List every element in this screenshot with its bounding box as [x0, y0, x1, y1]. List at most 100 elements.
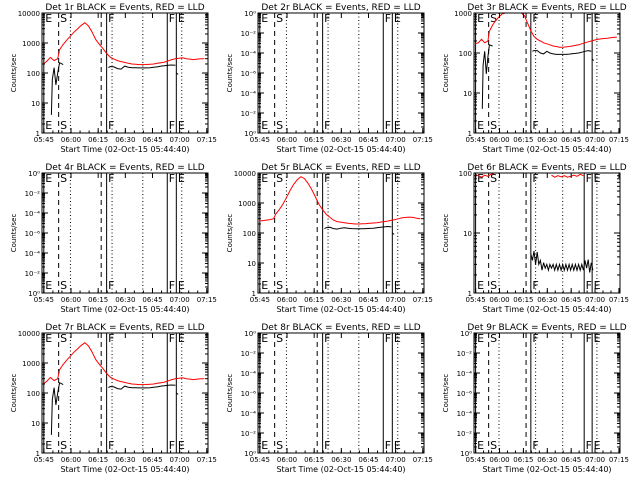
y-tick-label: 10⁻⁶ — [241, 390, 257, 398]
marker-label-bottom: F — [169, 119, 175, 132]
y-axis-label: Counts/sec — [10, 54, 18, 93]
x-axis-label: Start Time (02-Oct-15 05:44:40) — [482, 305, 611, 314]
panel: Det 6r BLACK = Events, RED = LLDEESSFFFF… — [442, 163, 629, 314]
x-tick-label: 05:45 — [34, 296, 54, 304]
y-tick-label: 10⁰ — [244, 10, 256, 18]
x-tick-label: 07:00 — [170, 456, 190, 464]
y-tick-label: 10 — [247, 260, 256, 268]
marker-label-top: E — [45, 172, 52, 185]
x-tick-label: 06:00 — [61, 456, 81, 464]
x-tick-label: 05:45 — [466, 296, 486, 304]
y-tick-label: 10⁻² — [457, 350, 473, 358]
panel: Det 2r BLACK = Events, RED = LLDEESSFFFF… — [226, 3, 433, 154]
events-series-line — [50, 61, 64, 115]
events-series-line — [108, 64, 176, 70]
x-tick-label: 06:30 — [115, 136, 135, 144]
marker-label-bottom: E — [261, 439, 268, 452]
marker-label-top: S — [60, 172, 67, 185]
x-tick-label: 07:00 — [585, 136, 605, 144]
y-axis-label: Counts/sec — [10, 374, 18, 413]
events-series-line — [50, 381, 64, 435]
y-tick-label: 10⁻⁶ — [25, 230, 41, 238]
lld-series-line — [42, 342, 205, 386]
marker-label-bottom: E — [261, 279, 268, 292]
panel: Det 5r BLACK = Events, RED = LLDEESSFFFF… — [226, 163, 433, 314]
marker-label-top: S — [490, 12, 497, 25]
x-tick-label: 06:15 — [88, 136, 108, 144]
x-tick-label: 06:15 — [88, 296, 108, 304]
marker-label-top: E — [261, 12, 268, 25]
y-tick-label: 100 — [459, 170, 472, 178]
y-tick-label: 10⁰ — [28, 170, 40, 178]
events-series-line — [481, 44, 493, 109]
marker-label-bottom: S — [60, 279, 67, 292]
x-tick-label: 06:15 — [88, 456, 108, 464]
plot-frame — [41, 172, 209, 294]
marker-label-bottom: E — [45, 279, 52, 292]
marker-label-top: F — [385, 332, 391, 345]
y-tick-label: 1000 — [22, 360, 40, 368]
marker-label-top: E — [594, 12, 601, 25]
x-tick-label: 06:15 — [513, 136, 533, 144]
x-tick-label: 06:15 — [304, 136, 324, 144]
x-tick-label: 07:00 — [585, 296, 605, 304]
marker-label-top: F — [586, 332, 592, 345]
y-tick-label: 10⁰ — [244, 450, 256, 458]
x-axis-label: Start Time (02-Oct-15 05:44:40) — [482, 465, 611, 474]
y-tick-label: 1000 — [22, 40, 40, 48]
marker-label-top: F — [169, 332, 175, 345]
x-axis-label: Start Time (02-Oct-15 05:44:40) — [276, 465, 405, 474]
chart-title: Det 1r BLACK = Events, RED = LLD — [45, 3, 204, 13]
x-tick-label: 06:30 — [331, 456, 351, 464]
panel: Det 8r BLACK = Events, RED = LLDEESSFFFF… — [226, 323, 433, 474]
x-tick-label: 06:15 — [513, 296, 533, 304]
events-series-line — [324, 225, 392, 230]
x-tick-label: 07:00 — [386, 296, 406, 304]
marker-label-top: F — [108, 332, 114, 345]
y-tick-label: 10⁻² — [241, 430, 257, 438]
y-axis-label: Counts/sec — [226, 374, 234, 413]
x-tick-label: 05:45 — [250, 456, 270, 464]
x-tick-label: 07:15 — [609, 136, 629, 144]
lld-series-line — [474, 173, 495, 178]
y-tick-label: 1 — [36, 130, 40, 138]
plot-frame — [473, 332, 621, 454]
x-tick-label: 07:15 — [197, 456, 217, 464]
y-axis-label: Counts/sec — [226, 54, 234, 93]
x-tick-label: 06:30 — [331, 136, 351, 144]
lld-series-line — [551, 173, 584, 178]
x-tick-label: 06:30 — [115, 456, 135, 464]
marker-label-top: S — [60, 12, 67, 25]
y-tick-label: 10⁻² — [241, 110, 257, 118]
x-tick-label: 07:15 — [413, 136, 433, 144]
x-tick-label: 06:15 — [513, 456, 533, 464]
y-tick-label: 10⁻⁴ — [241, 370, 257, 378]
marker-label-bottom: S — [60, 119, 67, 132]
y-tick-label: 10⁻⁶ — [457, 390, 473, 398]
x-tick-label: 06:00 — [277, 296, 297, 304]
x-tick-label: 07:15 — [609, 456, 629, 464]
y-tick-label: 100 — [243, 230, 256, 238]
y-tick-label: 10⁻² — [25, 190, 41, 198]
y-tick-label: 1 — [36, 450, 40, 458]
marker-label-top: S — [60, 332, 67, 345]
marker-label-top: E — [394, 332, 401, 345]
series-group — [42, 22, 205, 115]
plot-frame — [41, 12, 209, 134]
marker-label-top: S — [276, 172, 283, 185]
y-axis-label: Counts/sec — [226, 214, 234, 253]
y-axis-label: Counts/sec — [10, 214, 18, 253]
y-tick-label: 10⁻⁴ — [457, 370, 473, 378]
marker-label-top: F — [169, 172, 175, 185]
x-tick-label: 07:15 — [197, 136, 217, 144]
x-axis-label: Start Time (02-Oct-15 05:44:40) — [482, 145, 611, 154]
chart-title: Det 9r BLACK = Events, RED = LLD — [467, 323, 626, 333]
x-tick-label: 06:15 — [304, 296, 324, 304]
marker-label-bottom: S — [276, 119, 283, 132]
x-tick-label: 06:00 — [61, 136, 81, 144]
y-tick-label: 10⁰ — [244, 130, 256, 138]
series-group — [474, 13, 617, 109]
marker-label-top: E — [594, 172, 601, 185]
events-series-line — [591, 58, 595, 61]
y-tick-label: 10000 — [18, 330, 40, 338]
